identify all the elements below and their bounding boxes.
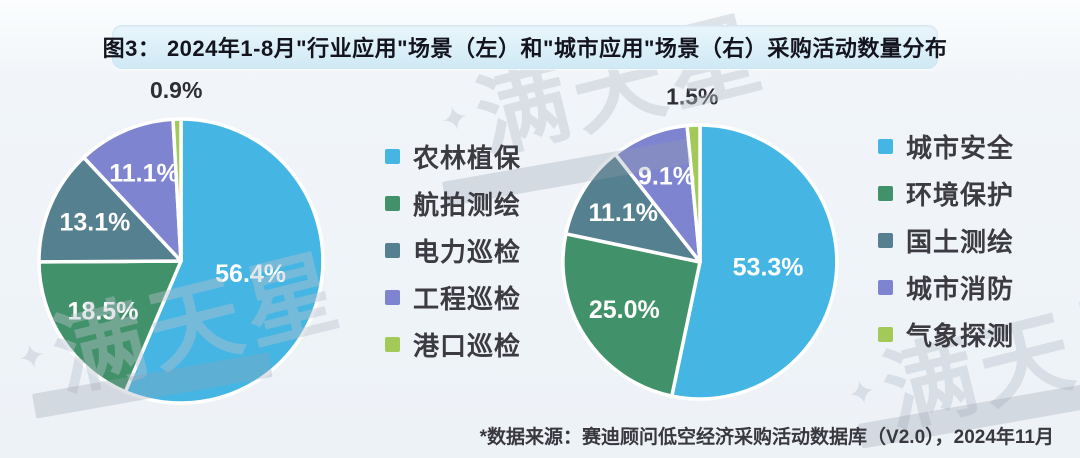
slice-label: 53.3% — [733, 254, 804, 282]
slice-label: 11.1% — [588, 199, 658, 227]
legend-item: 气象探测 — [878, 321, 1014, 351]
legend-swatch — [385, 337, 400, 352]
pie-slice-industry-application-0 — [123, 117, 325, 405]
legend-swatch — [385, 149, 400, 164]
legend-label: 港口巡检 — [413, 331, 522, 361]
legend-label: 国土测绘 — [906, 227, 1015, 257]
legend-swatch — [385, 290, 400, 305]
legend-item: 国土测绘 — [878, 227, 1014, 257]
slice-label: 1.5% — [666, 83, 718, 109]
pie-industry-application: 56.4% 18.5% 13.1% 11.1% 0.9% — [37, 77, 325, 405]
legend-swatch — [385, 243, 400, 258]
legend-item: 航拍测绘 — [385, 190, 521, 220]
legend-item: 环境保护 — [878, 180, 1014, 210]
pie-slice-industry-application-3 — [82, 117, 183, 263]
slice-label: 9.1% — [638, 163, 695, 191]
slice-label: 13.1% — [59, 209, 130, 237]
legend-swatch — [878, 280, 893, 295]
legend-item: 农林植保 — [385, 143, 521, 173]
legend-swatch — [385, 196, 400, 211]
pie-slice-city-application-2 — [564, 152, 702, 264]
legend-swatch — [878, 233, 893, 248]
pie-slice-city-application-1 — [561, 232, 702, 398]
pie-slice-city-application-4 — [685, 123, 702, 264]
slice-label: 0.9% — [150, 77, 202, 103]
pie-city-application: 53.3% 25.0% 11.1% 9.1% 1.5% — [561, 83, 839, 401]
pie-slice-city-application-0 — [670, 123, 839, 401]
pie-slice-industry-application-1 — [37, 259, 183, 394]
legend-item: 城市安全 — [878, 133, 1014, 163]
slice-label: 25.0% — [589, 296, 660, 324]
legend-label: 航拍测绘 — [413, 190, 522, 220]
pie-slice-industry-application-4 — [171, 117, 183, 263]
pie-slice-industry-application-2 — [37, 155, 183, 264]
legend-item: 城市消防 — [878, 274, 1014, 304]
slice-label: 11.1% — [109, 160, 179, 188]
legend-label: 工程巡检 — [413, 284, 522, 314]
legend-label: 农林植保 — [413, 143, 522, 173]
slice-label: 18.5% — [68, 298, 139, 326]
legend-city-application: 城市安全环境保护国土测绘城市消防气象探测 — [878, 133, 1014, 351]
figure-title: 图3： 2024年1-8月"行业应用"场景（左）和"城市应用"场景（右）采购活动… — [102, 36, 948, 61]
legend-swatch — [878, 186, 893, 201]
slice-label: 56.4% — [215, 260, 286, 288]
legend-label: 城市安全 — [906, 133, 1015, 163]
legend-label: 环境保护 — [906, 180, 1015, 210]
legend-swatch — [878, 327, 893, 342]
legend-industry-application: 农林植保航拍测绘电力巡检工程巡检港口巡检 — [385, 143, 521, 361]
legend-item: 港口巡检 — [385, 331, 521, 361]
figure-title-bar: 图3： 2024年1-8月"行业应用"场景（左）和"城市应用"场景（右）采购活动… — [103, 25, 947, 69]
data-source-note: *数据来源：赛迪顾问低空经济采购活动数据库（V2.0），2024年11月 — [479, 427, 1054, 448]
legend-item: 电力巡检 — [385, 237, 521, 267]
legend-label: 气象探测 — [906, 321, 1015, 351]
legend-label: 城市消防 — [906, 274, 1015, 304]
legend-item: 工程巡检 — [385, 284, 521, 314]
legend-swatch — [878, 139, 893, 154]
legend-label: 电力巡检 — [413, 237, 522, 267]
